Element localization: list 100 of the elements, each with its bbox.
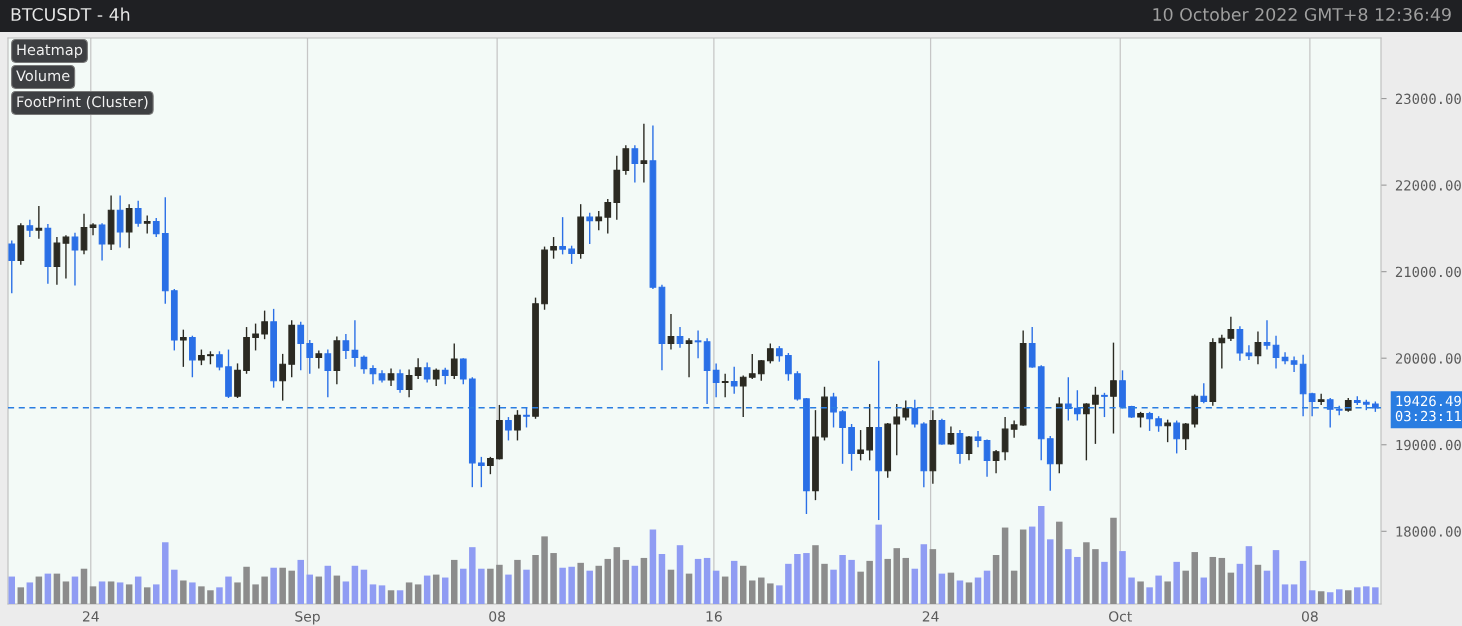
bar [830, 569, 837, 604]
bar [17, 587, 25, 604]
candlestick [1245, 344, 1253, 361]
x-tick-label: 16 [706, 611, 722, 622]
bar [71, 576, 79, 604]
bar [866, 560, 873, 604]
bar [107, 581, 115, 604]
bar [1056, 521, 1063, 604]
candlestick [559, 216, 566, 256]
bar [1028, 526, 1036, 604]
y-tick-label: 23000.00 [1395, 93, 1461, 105]
bar [667, 569, 675, 604]
candlestick [1028, 326, 1036, 369]
bar [1335, 589, 1343, 604]
bar [541, 536, 548, 604]
bar [893, 548, 900, 604]
bar [1037, 506, 1045, 604]
bar [703, 557, 711, 604]
annotation: Heatmap [17, 44, 83, 59]
candlestick [1182, 422, 1190, 451]
bar [1001, 527, 1009, 604]
candlestick [125, 203, 133, 249]
candlestick [965, 435, 973, 462]
bar [252, 584, 259, 604]
x-tick-label: Sep [295, 611, 320, 625]
bar [1164, 581, 1171, 604]
bar [26, 582, 34, 604]
bar [1092, 549, 1099, 604]
bar [730, 560, 738, 604]
bar [441, 577, 449, 604]
candlestick [315, 349, 323, 370]
candlestick [839, 409, 846, 465]
candlestick [98, 222, 106, 262]
candlestick [279, 353, 287, 402]
bar [432, 574, 440, 604]
bar [1354, 587, 1361, 604]
candlestick [685, 337, 693, 378]
annotation: FootPrint (Cluster) [17, 95, 148, 109]
candlestick [35, 205, 43, 240]
candlestick [1173, 419, 1181, 455]
candlestick [134, 200, 142, 228]
candlestick [911, 399, 919, 429]
bar [685, 573, 693, 604]
bar [965, 582, 973, 604]
bar [261, 576, 268, 604]
candlestick [89, 222, 97, 237]
candlestick [1110, 341, 1117, 435]
bar [1281, 584, 1289, 604]
bar [586, 570, 593, 604]
candlestick [405, 368, 413, 398]
candlestick [586, 212, 594, 245]
bar [1146, 587, 1153, 604]
bar [613, 547, 621, 604]
candlestick [1326, 397, 1334, 429]
candlestick [1101, 392, 1108, 418]
y-tick-label: 19000.00 [1396, 439, 1461, 451]
x-tick-label: 24 [922, 611, 939, 622]
bar [216, 587, 223, 604]
candlestick [830, 392, 837, 429]
candlestick [514, 409, 521, 442]
chart-subtitle: 10 October 2022 GMT+8 12:36:49 [1153, 7, 1451, 22]
bar [80, 568, 88, 604]
bar [153, 584, 160, 604]
x-tick-label: 08 [1301, 611, 1318, 622]
x-tick-label: 24 [82, 611, 99, 622]
candlestick [785, 352, 792, 382]
bar [812, 545, 819, 604]
candlestick [1281, 351, 1289, 365]
bar [180, 580, 187, 604]
candlestick [595, 210, 603, 231]
candlestick [1317, 393, 1325, 406]
bar [89, 586, 97, 604]
bar [1290, 584, 1298, 604]
bar [53, 573, 61, 604]
candlestick [721, 373, 729, 398]
bar [1047, 539, 1054, 604]
bar [1263, 570, 1271, 604]
bar [1101, 561, 1108, 604]
candlestick [450, 342, 458, 380]
bar [279, 567, 286, 604]
candlestick [62, 234, 70, 280]
bar [1065, 549, 1072, 604]
bar [1218, 557, 1226, 604]
bar [758, 577, 765, 604]
bar [884, 558, 891, 604]
bar [1182, 570, 1189, 604]
y-tick-label: 20000.00 [1395, 353, 1461, 364]
bar [983, 570, 991, 604]
candlestick [992, 449, 1000, 475]
bar [189, 582, 196, 604]
candlestick [730, 366, 738, 395]
bar [315, 576, 323, 604]
bar [207, 590, 214, 604]
candlestick [667, 313, 675, 351]
bar [911, 568, 919, 604]
chart-title: BTCUSDT - 4h [11, 7, 130, 22]
candlestick [297, 321, 305, 372]
bar [1119, 551, 1126, 604]
bar [478, 568, 485, 604]
bar [1074, 556, 1081, 604]
